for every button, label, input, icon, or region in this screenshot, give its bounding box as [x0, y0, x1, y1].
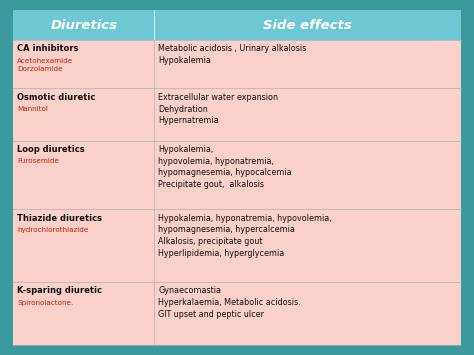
Text: Extracellular water expansion
Dehydration
Hypernatremia: Extracellular water expansion Dehydratio… [158, 93, 278, 125]
Text: CA inhibitors: CA inhibitors [17, 44, 79, 53]
Bar [13, 10, 461, 40]
Text: Osmotic diuretic: Osmotic diuretic [17, 93, 95, 102]
Text: Hypokalemia, hyponatremia, hypovolemia,
hypomagnesemia, hypercalcemia
Alkalosis,: Hypokalemia, hyponatremia, hypovolemia, … [158, 214, 332, 258]
Text: Side effects: Side effects [263, 18, 352, 32]
Text: Mannitol: Mannitol [17, 106, 48, 112]
Text: Gynaecomastia
Hyperkalaemia, Metabolic acidosis.
GIT upset and peptic ulcer: Gynaecomastia Hyperkalaemia, Metabolic a… [158, 286, 301, 319]
Text: Metabolic acidosis , Urinary alkalosis
Hypokalemia: Metabolic acidosis , Urinary alkalosis H… [158, 44, 306, 65]
Text: Loop diuretics: Loop diuretics [17, 145, 85, 154]
Text: Furosemide: Furosemide [17, 158, 59, 164]
Text: Spironolactone.: Spironolactone. [17, 300, 73, 306]
Bar [13, 88, 461, 141]
Bar [13, 40, 461, 88]
Text: K-sparing diuretic: K-sparing diuretic [17, 286, 102, 295]
Bar [13, 282, 461, 345]
Text: Thiazide diuretics: Thiazide diuretics [17, 214, 102, 223]
Bar [13, 141, 461, 209]
Text: Diuretics: Diuretics [50, 18, 117, 32]
Text: hydrochlorothiazide: hydrochlorothiazide [17, 227, 89, 233]
Text: Acetohexamide
Dorzolamide: Acetohexamide Dorzolamide [17, 58, 73, 72]
Bar [13, 209, 461, 282]
Text: Hypokalemia,
hypovolemia, hyponatremia,
hypomagnesemia, hypocalcemia
Precipitate: Hypokalemia, hypovolemia, hyponatremia, … [158, 145, 292, 189]
